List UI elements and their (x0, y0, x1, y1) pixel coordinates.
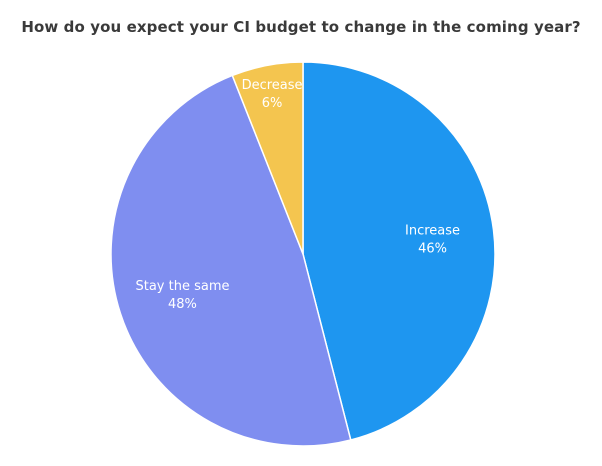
pie-slice-decrease (231, 61, 304, 255)
pie-slice-increase (302, 61, 496, 441)
slice-label-name: Stay the same (135, 279, 229, 294)
pie-slice-labels: Increase 46% Stay the same 48% Decrease 6% (135, 78, 460, 312)
slice-label-value: 46% (418, 242, 447, 257)
pie-slice-stay-the-same (110, 74, 352, 447)
slice-label-value: 48% (168, 297, 197, 312)
slice-label-name: Increase (405, 224, 460, 239)
chart-title: How do you expect your CI budget to chan… (21, 18, 581, 36)
slice-label-value: 6% (262, 96, 283, 111)
pie-slices (110, 61, 496, 447)
slice-label-name: Decrease (242, 78, 303, 93)
